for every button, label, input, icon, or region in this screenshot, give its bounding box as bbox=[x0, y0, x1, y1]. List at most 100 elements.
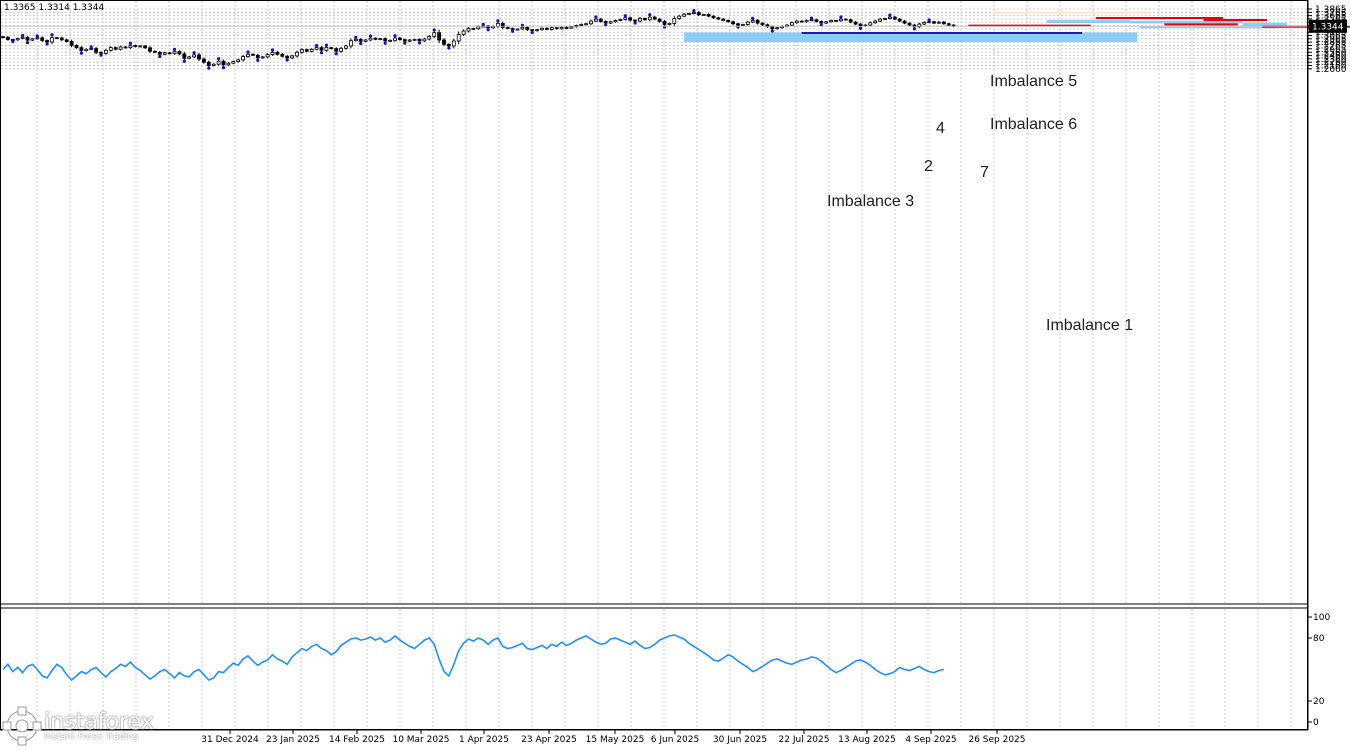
candle-bear bbox=[177, 51, 182, 55]
candle-bear bbox=[765, 24, 770, 28]
fractal-down-marker bbox=[256, 58, 260, 62]
fractal-down-marker bbox=[359, 41, 363, 46]
candle-bull bbox=[89, 48, 94, 51]
fractal-down-marker bbox=[383, 41, 387, 45]
candle-bull bbox=[339, 47, 344, 52]
date-tick-label: 10 Mar 2025 bbox=[392, 735, 449, 745]
candle-bear bbox=[446, 43, 451, 47]
candle-bull bbox=[104, 49, 108, 54]
candle-bear bbox=[628, 17, 633, 21]
candle-bear bbox=[716, 17, 721, 20]
candle-bull bbox=[540, 27, 544, 31]
supply-zone bbox=[992, 11, 1149, 14]
date-tick-label: 30 Jun 2025 bbox=[713, 735, 767, 745]
candle-bull bbox=[118, 46, 123, 50]
imbalance-zones bbox=[684, 11, 1287, 43]
candle-bull bbox=[162, 52, 167, 55]
price-tick-label: 1.2965 bbox=[1315, 35, 1347, 45]
candle-bear bbox=[598, 18, 603, 22]
candle-bear bbox=[510, 27, 515, 30]
date-tick-label: 1 Apr 2025 bbox=[459, 735, 509, 745]
date-axis-labels: 31 Dec 2024 23 Jan 2025 14 Feb 2025 10 Mar … bbox=[201, 730, 1026, 745]
candle-bull bbox=[692, 12, 696, 14]
price-tick-label: 1.2260 bbox=[1315, 58, 1347, 68]
fractal-down-marker bbox=[319, 51, 324, 55]
candle-bear bbox=[696, 12, 701, 16]
candle-bear bbox=[799, 20, 804, 23]
fractal-up-marker bbox=[217, 57, 221, 61]
candle-bull bbox=[246, 53, 250, 57]
candle-bear bbox=[201, 58, 206, 63]
candle-bear bbox=[157, 51, 162, 55]
candle-bear bbox=[652, 16, 657, 20]
candle-bear bbox=[383, 38, 388, 42]
candle-bear bbox=[657, 18, 662, 22]
candle-bear bbox=[113, 47, 118, 50]
fractal-up-marker bbox=[89, 45, 93, 49]
candle-bull bbox=[456, 33, 461, 42]
candle-bear bbox=[834, 20, 838, 22]
candle-bull bbox=[314, 47, 319, 50]
candle-bull bbox=[260, 56, 265, 59]
zone-2-label: 2 bbox=[924, 158, 933, 175]
candle-bear bbox=[941, 21, 946, 25]
ohlc-readout: 1.3365 1.3314 1.3344 bbox=[4, 3, 105, 13]
fractal-down-marker bbox=[662, 25, 667, 29]
candle-bear bbox=[79, 47, 84, 52]
candle-bull bbox=[750, 20, 755, 23]
fractal-down-marker bbox=[221, 66, 226, 70]
candle-bear bbox=[770, 26, 775, 30]
candle-bear bbox=[711, 15, 716, 19]
candle-bull bbox=[937, 21, 941, 24]
fractal-up-marker bbox=[927, 18, 931, 22]
current-price-label: 1.3344 bbox=[1312, 22, 1344, 32]
candle-bull bbox=[412, 38, 417, 41]
candle-bear bbox=[275, 51, 280, 55]
candle-bear bbox=[892, 16, 897, 20]
candle-bull bbox=[407, 39, 412, 42]
price-tick-label: 1.2160 bbox=[1315, 62, 1347, 72]
candle-bear bbox=[250, 53, 255, 56]
candle-bull bbox=[701, 14, 706, 16]
rsi-tick-label: 100 bbox=[1313, 613, 1330, 623]
logo-tagline: Instant Forex Trading bbox=[44, 732, 139, 742]
date-tick-label: 6 Jun 2025 bbox=[651, 735, 699, 745]
candle-bull bbox=[809, 19, 814, 22]
candle-bull bbox=[363, 39, 368, 42]
candle-bull bbox=[638, 18, 642, 22]
candle-bear bbox=[123, 46, 128, 49]
candle-bull bbox=[584, 23, 588, 26]
fractal-down-marker bbox=[334, 52, 338, 56]
candle-bull bbox=[35, 37, 40, 40]
candle-bull bbox=[878, 18, 882, 22]
price-levels bbox=[801, 16, 1350, 35]
imbalance-3-label: Imbalance 3 bbox=[827, 193, 914, 210]
date-tick-label: 26 Sep 2025 bbox=[968, 735, 1025, 745]
fractal-down-marker bbox=[530, 30, 534, 35]
candle-bear bbox=[545, 27, 549, 30]
candle-bull bbox=[187, 56, 192, 59]
fractal-up-marker bbox=[888, 13, 892, 17]
candle-bear bbox=[902, 20, 907, 24]
candle-bull bbox=[393, 37, 397, 41]
candle-bear bbox=[74, 45, 79, 49]
candle-bull bbox=[790, 22, 794, 26]
candle-bear bbox=[1, 36, 5, 39]
candle-bear bbox=[45, 40, 49, 43]
candle-bull bbox=[613, 20, 618, 23]
candle-bull bbox=[741, 24, 745, 26]
candle-bull bbox=[873, 20, 878, 24]
candle-bear bbox=[843, 18, 848, 21]
candle-bear bbox=[603, 21, 608, 24]
candle-bull bbox=[226, 62, 231, 66]
candle-bull bbox=[687, 13, 691, 15]
fractal-up-marker bbox=[172, 47, 177, 52]
candle-bull bbox=[476, 26, 481, 30]
candle-bull bbox=[324, 47, 329, 51]
candle-bear bbox=[814, 19, 819, 22]
fractal-up-marker bbox=[481, 22, 485, 26]
price-tick-label: 1.3165 bbox=[1315, 28, 1347, 38]
candle-bull bbox=[594, 18, 598, 22]
fractal-down-marker bbox=[912, 27, 917, 31]
candle-bull bbox=[883, 18, 887, 20]
